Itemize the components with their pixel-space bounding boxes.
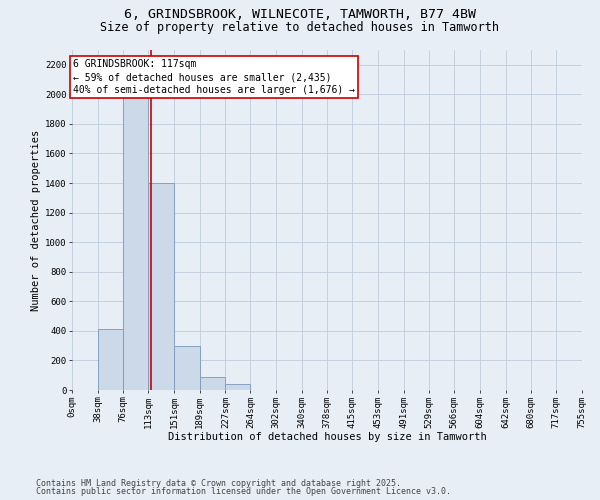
Bar	[226, 384, 250, 390]
Bar	[200, 376, 226, 390]
Bar	[148, 183, 174, 390]
Text: Size of property relative to detached houses in Tamworth: Size of property relative to detached ho…	[101, 21, 499, 34]
Text: Contains HM Land Registry data © Crown copyright and database right 2025.: Contains HM Land Registry data © Crown c…	[36, 478, 401, 488]
Bar	[174, 346, 200, 390]
Text: 6, GRINDSBROOK, WILNECOTE, TAMWORTH, B77 4BW: 6, GRINDSBROOK, WILNECOTE, TAMWORTH, B77…	[124, 8, 476, 20]
Text: Contains public sector information licensed under the Open Government Licence v3: Contains public sector information licen…	[36, 487, 451, 496]
X-axis label: Distribution of detached houses by size in Tamworth: Distribution of detached houses by size …	[167, 432, 487, 442]
Y-axis label: Number of detached properties: Number of detached properties	[31, 130, 41, 310]
Text: 6 GRINDSBROOK: 117sqm
← 59% of detached houses are smaller (2,435)
40% of semi-d: 6 GRINDSBROOK: 117sqm ← 59% of detached …	[73, 59, 355, 96]
Bar	[124, 80, 148, 390]
Bar	[98, 328, 124, 390]
